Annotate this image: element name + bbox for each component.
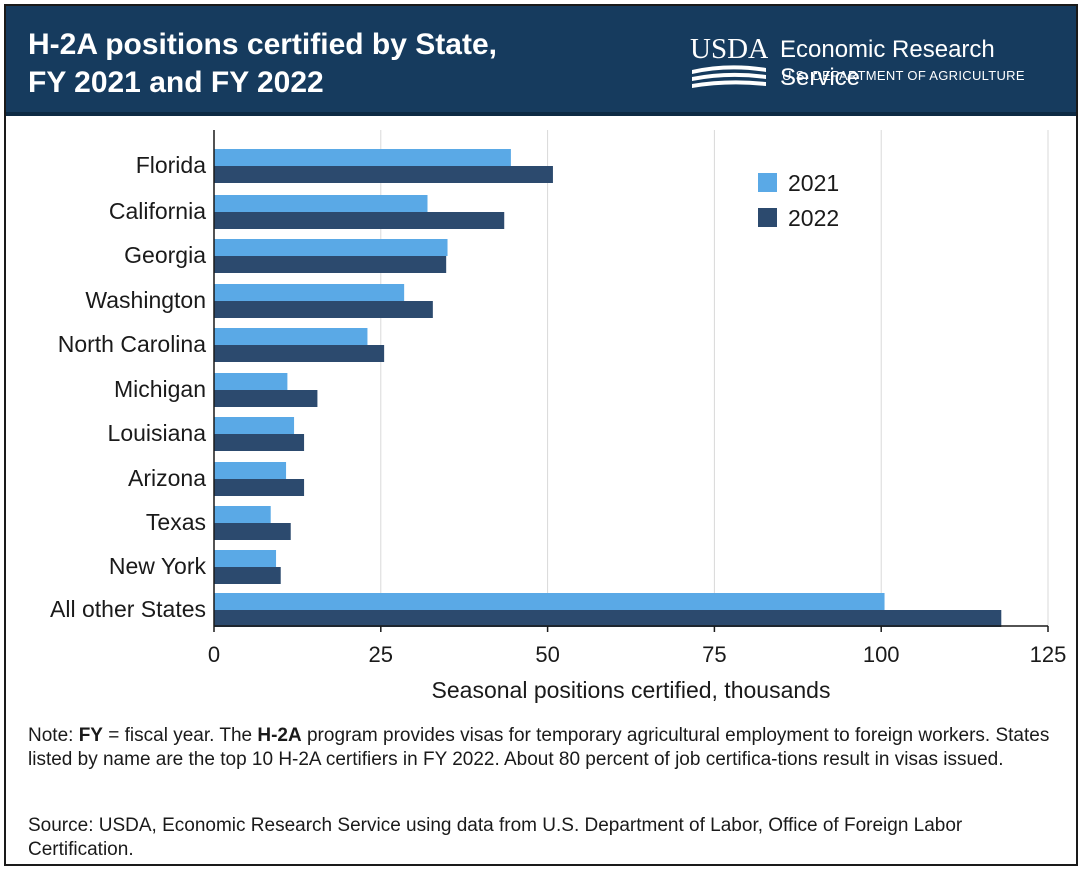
note-term-fy: FY xyxy=(78,725,103,746)
x-tick-label: 50 xyxy=(535,642,559,667)
x-tick-label: 75 xyxy=(702,642,726,667)
bar-2022-california xyxy=(214,212,505,229)
x-axis-label: Seasonal positions certified, thousands xyxy=(432,677,831,703)
bar-2021-new-york xyxy=(214,550,277,567)
title-line-2: FY 2021 and FY 2022 xyxy=(28,66,324,99)
category-label: Florida xyxy=(136,152,207,178)
bar-2021-texas xyxy=(214,506,271,523)
category-label: Washington xyxy=(85,287,206,313)
category-label: Louisiana xyxy=(108,420,207,446)
bar-2022-new-york xyxy=(214,567,281,584)
category-label: New York xyxy=(109,553,207,579)
category-label: Texas xyxy=(146,509,206,535)
category-label: All other States xyxy=(50,596,206,622)
category-label: California xyxy=(109,198,206,224)
legend-label-2021: 2021 xyxy=(788,170,839,196)
bar-2021-all-other-states xyxy=(214,593,885,610)
bar-2022-all-other-states xyxy=(214,610,1002,627)
bar-2021-michigan xyxy=(214,373,288,390)
bar-2021-georgia xyxy=(214,239,448,256)
category-label: Michigan xyxy=(114,376,206,402)
category-label: Georgia xyxy=(124,242,206,268)
bar-2022-michigan xyxy=(214,390,318,407)
title-line-1: H-2A positions certified by State, xyxy=(28,28,497,61)
bar-2021-louisiana xyxy=(214,417,295,434)
bar-2022-georgia xyxy=(214,256,447,273)
bar-2021-california xyxy=(214,195,428,212)
x-tick-label: 0 xyxy=(208,642,220,667)
bar-chart: Florida California Georgia Washington North … xyxy=(50,130,1067,703)
agency-name: Economic Research Service xyxy=(780,36,995,91)
legend-swatch-2021 xyxy=(758,173,777,192)
bar-2021-arizona xyxy=(214,462,287,479)
note-rest: program provides visas for temporary agr… xyxy=(28,725,1050,770)
bar-2021-washington xyxy=(214,284,405,301)
chart-title: H-2A positions certified by State, FY 20… xyxy=(28,26,548,102)
department-name: U.S. DEPARTMENT OF AGRICULTURE xyxy=(782,68,1025,83)
bar-2022-louisiana xyxy=(214,434,305,451)
header-banner: H-2A positions certified by State, FY 20… xyxy=(6,6,1076,116)
category-label: Arizona xyxy=(128,465,206,491)
figure-frame: H-2A positions certified by State, FY 20… xyxy=(4,4,1078,866)
bar-2022-florida xyxy=(214,166,553,183)
bar-2022-north-carolina xyxy=(214,345,385,362)
note-term-h2a: H-2A xyxy=(257,725,302,746)
chart-note: Note: FY = fiscal year. The H-2A program… xyxy=(28,724,1058,772)
legend-swatch-2022 xyxy=(758,208,777,227)
bar-2022-washington xyxy=(214,301,433,318)
chart-source: Source: USDA, Economic Research Service … xyxy=(28,815,963,860)
category-label: North Carolina xyxy=(58,331,206,357)
bar-2021-north-carolina xyxy=(214,328,368,345)
note-prefix: Note: xyxy=(28,725,79,746)
x-tick-label: 25 xyxy=(369,642,393,667)
x-tick-label: 125 xyxy=(1030,642,1067,667)
legend-label-2022: 2022 xyxy=(788,205,839,231)
x-tick-label: 100 xyxy=(863,642,900,667)
note-mid: = fiscal year. The xyxy=(102,725,258,746)
bar-2022-texas xyxy=(214,523,291,540)
usda-logo-icon: USDA xyxy=(690,33,768,88)
bar-2021-florida xyxy=(214,149,511,166)
usda-logo-text: USDA xyxy=(690,33,768,65)
bar-2022-arizona xyxy=(214,479,305,496)
